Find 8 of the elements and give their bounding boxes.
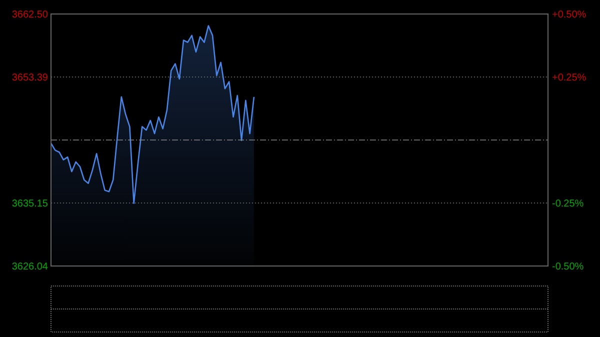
- y-tick-label: 3635.15: [12, 198, 48, 210]
- y-tick-label: 3626.04: [12, 262, 48, 272]
- y-tick-label: 3653.39: [12, 72, 48, 84]
- y2-tick-label: +0.25%: [552, 72, 586, 84]
- y-tick-label: 3662.50: [12, 10, 48, 20]
- y2-tick-label: -0.50%: [552, 262, 584, 272]
- y2-tick-label: +0.50%: [552, 10, 586, 20]
- y2-tick-label: -0.25%: [552, 198, 584, 210]
